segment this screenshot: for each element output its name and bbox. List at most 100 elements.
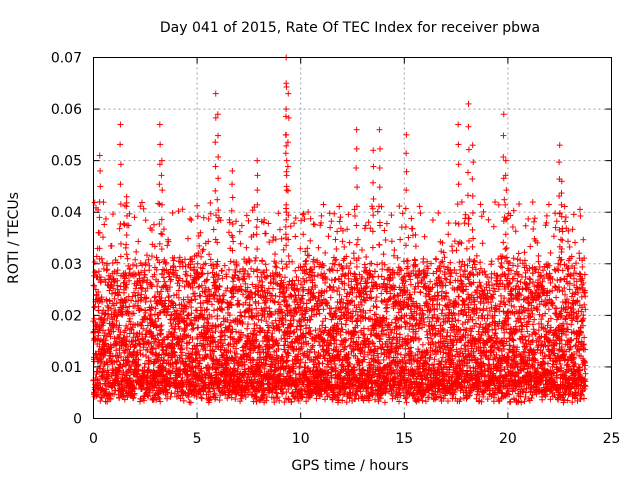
data-point (341, 243, 348, 250)
data-point (98, 358, 105, 365)
data-point (219, 267, 226, 274)
data-point (135, 289, 142, 296)
data-point (134, 333, 141, 340)
data-point (133, 262, 140, 269)
data-point (205, 215, 212, 222)
data-point (347, 260, 354, 267)
data-point (91, 282, 98, 289)
data-point (303, 257, 310, 264)
data-point (161, 278, 168, 285)
data-point (337, 214, 344, 221)
data-point (302, 270, 309, 277)
data-point (388, 340, 395, 347)
data-point (342, 321, 349, 328)
data-point (307, 215, 314, 222)
data-point (200, 214, 207, 221)
data-point (141, 360, 148, 367)
data-point (314, 272, 321, 279)
data-point (147, 298, 154, 305)
data-point (262, 230, 269, 237)
data-point (273, 264, 280, 271)
data-point (417, 210, 424, 217)
data-point (130, 310, 137, 317)
data-point (417, 289, 424, 296)
data-point (123, 281, 130, 288)
data-point (416, 335, 423, 342)
data-point (116, 331, 123, 338)
data-point (363, 253, 370, 260)
data-point (97, 397, 104, 404)
data-point (236, 228, 243, 235)
data-point (192, 296, 199, 303)
data-point (120, 392, 127, 399)
data-point (374, 261, 381, 268)
data-point (307, 316, 314, 323)
data-point (154, 283, 161, 290)
data-point (373, 294, 380, 301)
data-point (201, 289, 208, 296)
data-point (332, 236, 339, 243)
data-point (151, 221, 158, 228)
data-point (132, 256, 139, 263)
data-point (252, 257, 259, 264)
data-point (132, 322, 139, 329)
data-point (114, 313, 121, 320)
data-point (97, 274, 104, 281)
data-point (382, 305, 389, 312)
data-point (275, 210, 282, 217)
data-point (397, 236, 404, 243)
data-point (204, 270, 211, 277)
data-point (114, 277, 121, 284)
data-point (95, 268, 102, 275)
data-point (419, 341, 426, 348)
data-point (114, 286, 121, 293)
data-point (97, 315, 104, 322)
data-point (409, 225, 416, 232)
data-point (245, 217, 252, 224)
data-point (187, 215, 194, 222)
data-point (148, 253, 155, 260)
data-point (404, 257, 411, 264)
data-point (382, 237, 389, 244)
data-point (298, 217, 305, 224)
data-point (123, 297, 130, 304)
data-point (176, 254, 183, 261)
data-point (111, 391, 118, 398)
data-point (117, 253, 124, 260)
data-point (362, 222, 369, 229)
data-point (128, 363, 135, 370)
data-point (136, 329, 143, 336)
data-point (402, 319, 409, 326)
data-point (273, 390, 280, 397)
data-point (108, 242, 115, 249)
data-point (318, 212, 325, 219)
data-point (116, 225, 123, 232)
data-point (113, 270, 120, 277)
data-point (244, 325, 251, 332)
data-point (104, 260, 111, 267)
data-point (346, 239, 353, 246)
data-point (354, 236, 361, 243)
data-point (194, 260, 201, 267)
data-point (127, 272, 134, 279)
data-point (91, 269, 98, 276)
data-point (396, 203, 403, 210)
data-point (381, 227, 388, 234)
data-point (243, 212, 250, 219)
data-point (133, 342, 140, 349)
data-point (279, 265, 286, 272)
data-point (189, 326, 196, 333)
data-point (272, 251, 279, 258)
data-point (262, 261, 269, 268)
data-point (114, 259, 121, 266)
data-point (115, 324, 122, 331)
data-point (214, 315, 221, 322)
data-point (136, 275, 143, 282)
data-point (243, 244, 250, 251)
data-point (158, 230, 165, 237)
data-point (115, 354, 122, 361)
data-point (361, 225, 368, 232)
data-point (194, 213, 201, 220)
data-point (365, 219, 372, 226)
data-point (333, 246, 340, 253)
